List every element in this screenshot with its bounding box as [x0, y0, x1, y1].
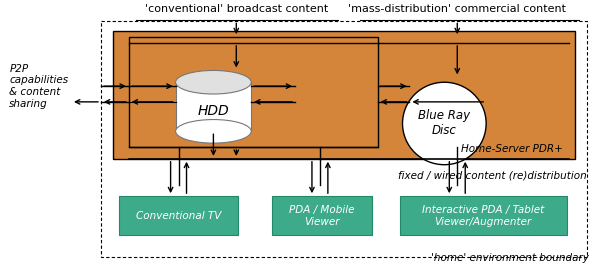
- Ellipse shape: [403, 82, 486, 165]
- Text: HDD: HDD: [197, 104, 229, 118]
- Bar: [272, 196, 371, 235]
- Text: 'mass-distribution' commercial content: 'mass-distribution' commercial content: [348, 4, 566, 13]
- Bar: [176, 82, 251, 131]
- Ellipse shape: [176, 119, 251, 143]
- Text: P2P
capabilities
& content
sharing: P2P capabilities & content sharing: [10, 64, 68, 109]
- Text: Conventional TV: Conventional TV: [136, 211, 221, 221]
- Text: PDA / Mobile
Viewer: PDA / Mobile Viewer: [289, 205, 355, 227]
- Bar: [400, 196, 567, 235]
- Bar: [101, 21, 587, 257]
- Text: fixed / wired content (re)distribution: fixed / wired content (re)distribution: [398, 170, 587, 181]
- Text: Interactive PDA / Tablet
Viewer/Augmenter: Interactive PDA / Tablet Viewer/Augmente…: [422, 205, 544, 227]
- Text: Home-Server PDR+: Home-Server PDR+: [461, 144, 563, 154]
- Text: Blue Ray
Disc: Blue Ray Disc: [418, 109, 470, 138]
- Bar: [119, 196, 238, 235]
- Bar: [113, 31, 575, 159]
- Ellipse shape: [176, 71, 251, 94]
- Bar: [129, 37, 377, 147]
- Text: 'home' environment boundary: 'home' environment boundary: [431, 253, 589, 263]
- Text: 'conventional' broadcast content: 'conventional' broadcast content: [145, 4, 328, 13]
